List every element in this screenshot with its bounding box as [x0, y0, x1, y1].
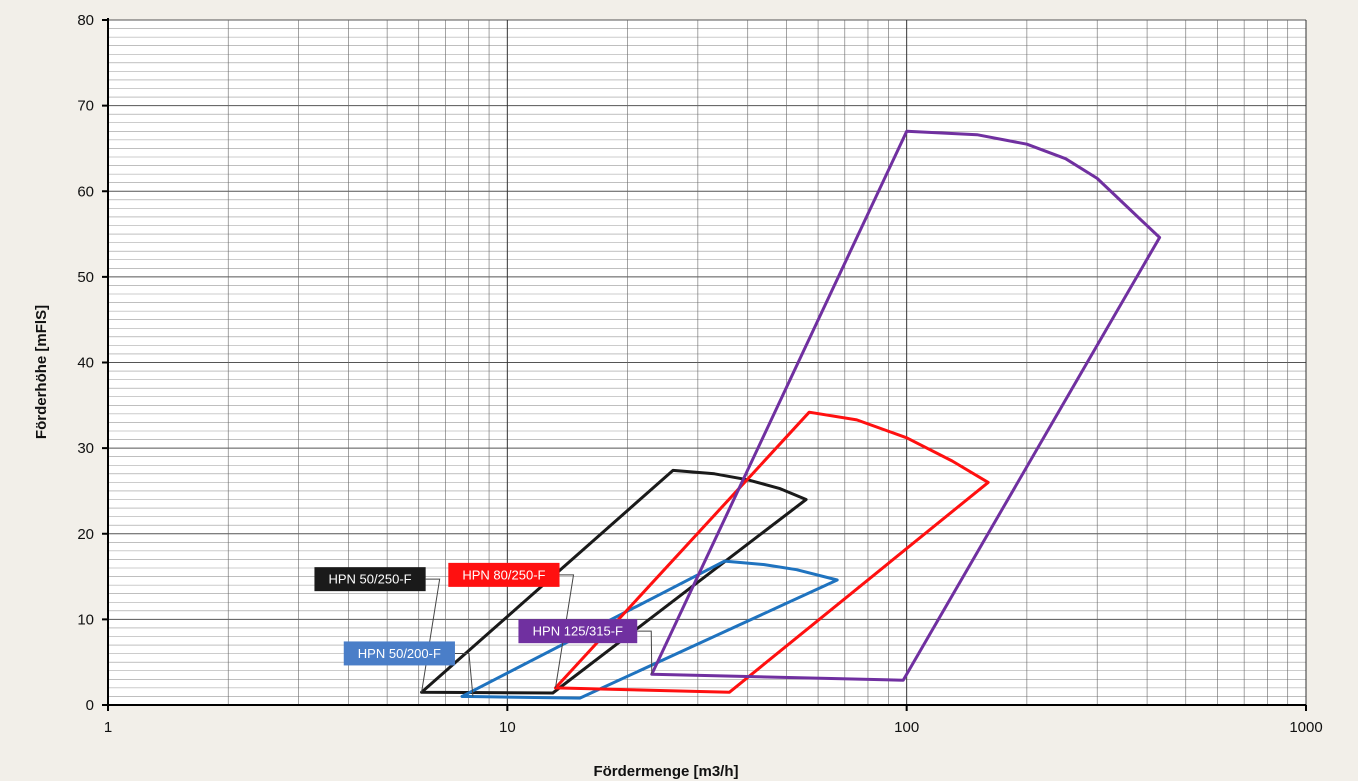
series-line-4 [650, 129, 1162, 682]
grid [107, 19, 1307, 706]
x-tick-label: 1 [104, 719, 112, 736]
y-tick-label: 10 [77, 611, 94, 628]
callout-box-1 [314, 567, 426, 592]
series-line-1 [420, 468, 808, 695]
y-tick-label: 40 [77, 355, 94, 372]
series-callouts: HPN 50/250-F HPN 50/200-F HPN 80/250-F HPN … [314, 562, 653, 697]
x-axis-title: Fördermenge [m3/h] [593, 763, 738, 780]
callout-leader-2 [454, 652, 474, 697]
y-axis-title: Förderhöhe [mFlS] [33, 305, 50, 439]
callout-label-4: HPN 125/315-F [533, 624, 623, 639]
tick-labels: 0 10 20 30 40 50 60 70 80 1 10 100 1000 [77, 12, 1322, 736]
y-tick-label: 30 [77, 440, 94, 457]
callout-leader-3 [554, 574, 575, 688]
x-tick-label: 10 [499, 719, 516, 736]
y-tick-label: 20 [77, 526, 94, 543]
y-tick-label: 70 [77, 98, 94, 115]
callout-label-3: HPN 80/250-F [462, 567, 545, 582]
series-line-2 [460, 559, 839, 700]
callout-label-1: HPN 50/250-F [329, 572, 412, 587]
x-tick-label: 100 [894, 719, 919, 736]
series-line-3 [554, 410, 990, 694]
callout-box-2 [343, 641, 455, 666]
y-tick-label: 80 [77, 12, 94, 29]
y-tick-label: 0 [86, 697, 94, 714]
callout-leader-4 [637, 630, 653, 675]
axes [102, 18, 1307, 711]
callout-label-2: HPN 50/200-F [358, 646, 441, 661]
callout-box-4 [518, 619, 638, 644]
x-tick-label: 1000 [1289, 719, 1322, 736]
callout-box-3 [448, 562, 560, 587]
y-tick-label: 50 [77, 269, 94, 286]
series-lines [420, 129, 1162, 700]
y-tick-label: 60 [77, 183, 94, 200]
